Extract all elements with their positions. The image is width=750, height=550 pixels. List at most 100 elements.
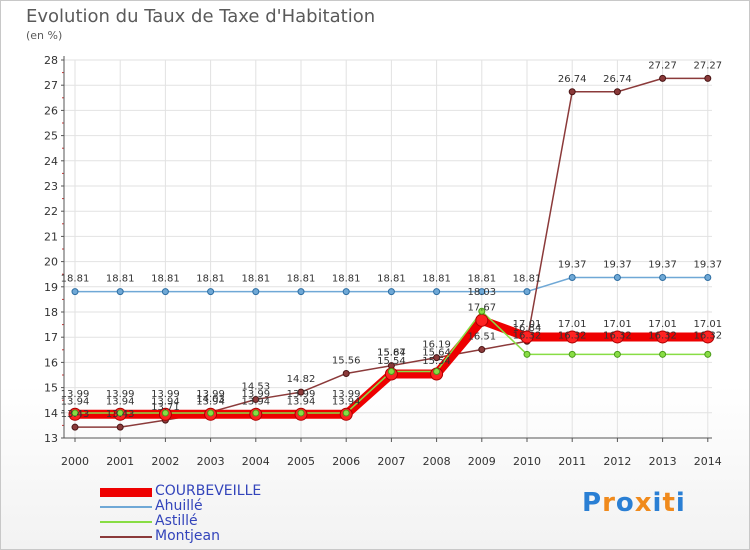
data-label: 26.74 — [558, 74, 587, 85]
data-point — [478, 288, 486, 296]
data-label: 18.81 — [287, 274, 316, 285]
data-label: 15.64 — [422, 347, 451, 358]
data-label: 18.03 — [467, 287, 496, 298]
y-tick-label: 27 — [44, 79, 58, 92]
data-point — [342, 369, 350, 377]
y-tick-label: 20 — [44, 256, 58, 269]
x-tick-label: 2009 — [468, 455, 496, 468]
data-point — [161, 288, 169, 296]
data-label: 13.43 — [61, 409, 90, 420]
y-tick-label: 25 — [44, 130, 58, 143]
data-label: 16.19 — [422, 340, 451, 351]
x-tick-label: 2011 — [558, 455, 586, 468]
data-point — [704, 74, 712, 82]
data-label: 19.37 — [693, 259, 722, 270]
data-label: 13.94 — [287, 396, 316, 407]
data-label: 16.32 — [603, 330, 632, 341]
data-label: 18.81 — [467, 274, 496, 285]
data-label: 15.56 — [332, 355, 361, 366]
data-point — [523, 288, 531, 296]
data-point — [71, 409, 79, 417]
data-point — [207, 288, 215, 296]
y-tick-label: 16 — [44, 356, 58, 369]
data-point — [568, 350, 576, 358]
y-tick-label: 18 — [44, 306, 58, 319]
data-point — [568, 273, 576, 281]
data-label: 17.67 — [467, 302, 496, 313]
data-label: 18.81 — [151, 274, 180, 285]
chart-title: Evolution du Taux de Taxe d'Habitation — [26, 6, 376, 27]
data-label: 17.01 — [648, 319, 677, 330]
data-label: 13.94 — [196, 396, 225, 407]
x-tick-label: 2012 — [603, 455, 631, 468]
data-label: 18.81 — [196, 274, 225, 285]
x-tick-label: 2003 — [197, 455, 225, 468]
legend-label: COURBEVEILLE — [155, 483, 262, 499]
data-point — [71, 423, 79, 431]
data-point — [433, 354, 441, 362]
data-label: 13.99 — [61, 389, 90, 400]
data-point — [116, 288, 124, 296]
data-point — [568, 88, 576, 96]
axes-layer: 13 14 15 16 17 18 19 20 21 22 23 24 25 26 27 28 2000 2001… — [44, 54, 722, 468]
data-point — [387, 367, 395, 375]
data-label: 13.99 — [196, 389, 225, 400]
data-point — [252, 409, 260, 417]
series-points-layer — [68, 74, 715, 431]
legend-label: Astillé — [155, 513, 198, 529]
data-label: 17.01 — [513, 319, 542, 330]
data-label: 13.94 — [61, 396, 90, 407]
x-tick-label: 2014 — [694, 455, 722, 468]
data-label: 15.54 — [377, 356, 406, 367]
data-label: 13.94 — [332, 396, 361, 407]
data-label: 13.94 — [106, 396, 135, 407]
data-point — [523, 350, 531, 358]
data-label: 19.37 — [648, 259, 677, 270]
data-point — [297, 288, 305, 296]
data-label: 18.81 — [332, 274, 361, 285]
data-point — [520, 330, 534, 344]
data-label: 16.51 — [467, 332, 496, 343]
data-label: 16.84 — [513, 323, 542, 334]
data-point — [475, 313, 489, 327]
x-tick-label: 2004 — [242, 455, 270, 468]
data-label: 16.32 — [648, 330, 677, 341]
data-label: 13.94 — [241, 396, 270, 407]
data-label: 17.01 — [558, 319, 587, 330]
y-tick-label: 23 — [44, 180, 58, 193]
y-tick-label: 19 — [44, 281, 58, 294]
data-label: 19.37 — [603, 259, 632, 270]
data-label: 15.64 — [377, 347, 406, 358]
legend-label: Montjean — [155, 528, 220, 544]
data-point — [342, 288, 350, 296]
data-label: 14.53 — [241, 381, 270, 392]
data-point — [252, 395, 260, 403]
data-point — [565, 330, 579, 344]
data-point — [116, 423, 124, 431]
y-tick-label: 21 — [44, 230, 58, 243]
data-label: 18.81 — [106, 274, 135, 285]
data-point — [610, 330, 624, 344]
data-point — [71, 288, 79, 296]
x-tick-label: 2007 — [377, 455, 405, 468]
data-label: 13.94 — [151, 396, 180, 407]
data-point — [297, 409, 305, 417]
data-label: 19.37 — [558, 259, 587, 270]
data-label: 15.54 — [422, 356, 451, 367]
legend-swatch — [100, 536, 152, 538]
data-label: 16.32 — [693, 330, 722, 341]
data-label: 13.71 — [151, 402, 180, 413]
data-label: 16.32 — [558, 330, 587, 341]
data-label: 17.01 — [693, 319, 722, 330]
x-tick-label: 2000 — [61, 455, 89, 468]
data-label: 18.81 — [377, 274, 406, 285]
data-point — [252, 288, 260, 296]
y-tick-label: 22 — [44, 205, 58, 218]
y-axis-unit-label: (en %) — [26, 29, 63, 42]
x-tick-label: 2008 — [423, 455, 451, 468]
data-label: 18.81 — [422, 274, 451, 285]
data-point — [161, 409, 169, 417]
legend-label: Ahuillé — [155, 498, 203, 514]
